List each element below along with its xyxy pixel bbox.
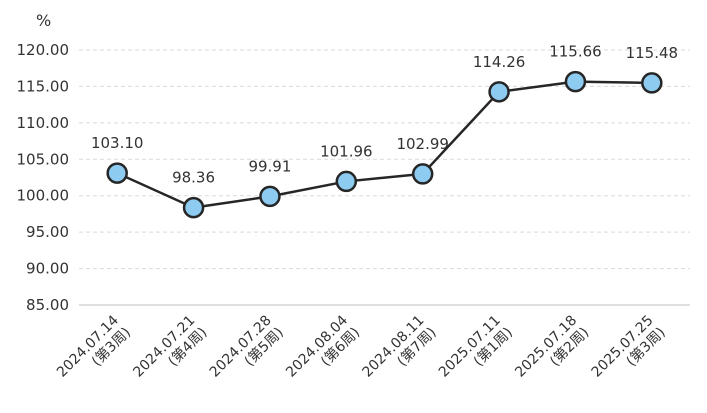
data-label: 115.48 [626,44,679,62]
data-label: 115.66 [549,43,602,61]
data-label: 114.26 [473,53,526,71]
data-point [106,162,128,184]
data-label: 103.10 [91,134,144,152]
y-tick-label: 105.00 [17,150,70,168]
data-point [259,185,281,208]
data-label: 102.99 [396,135,449,153]
x-tick-label: 2024.08.11(第7周) [360,313,440,381]
y-tick-label: 85.00 [26,296,69,314]
y-tick-label: 120.00 [17,41,70,59]
data-point [564,70,587,93]
x-tick-label: 2024.07.28(第5周) [207,313,287,381]
x-tick-label: 2025.07.18(第2周) [512,313,592,381]
data-label: 101.96 [320,142,373,160]
grid-lines [79,49,690,270]
data-label: 98.36 [172,169,215,187]
y-tick-label: 95.00 [26,223,69,241]
data-point [641,72,663,94]
series [106,70,663,219]
y-tick-label: 100.00 [17,187,70,205]
y-axis-unit: % [36,11,51,30]
x-tick-labels: 2024.07.14(第3周)2024.07.21(第4周)2024.07.28… [54,312,669,381]
data-point [335,170,358,193]
x-tick-label: 2024.07.21(第4周) [130,313,210,381]
x-tick-label: 2025.07.25(第3周) [589,313,669,381]
data-point [182,196,205,219]
data-label: 99.91 [248,157,291,175]
y-tick-labels: 85.00 90.00 95.00 100.00 105.00 110.00 115.00 1… [17,41,70,314]
data-point [411,163,434,185]
x-tick-label: 2025.07.11(第1周) [436,313,516,381]
data-point [488,81,510,103]
x-tick-label: 2024.08.04(第6周) [283,312,363,380]
y-tick-label: 90.00 [26,260,69,278]
y-tick-label: 110.00 [17,114,70,132]
data-labels: 103.10 98.36 99.91 101.96 102.99 114.26 115.66… [91,43,678,187]
y-tick-label: 115.00 [17,77,70,95]
series-line [116,80,652,209]
x-tick-label: 2024.07.14(第3周) [54,312,134,380]
